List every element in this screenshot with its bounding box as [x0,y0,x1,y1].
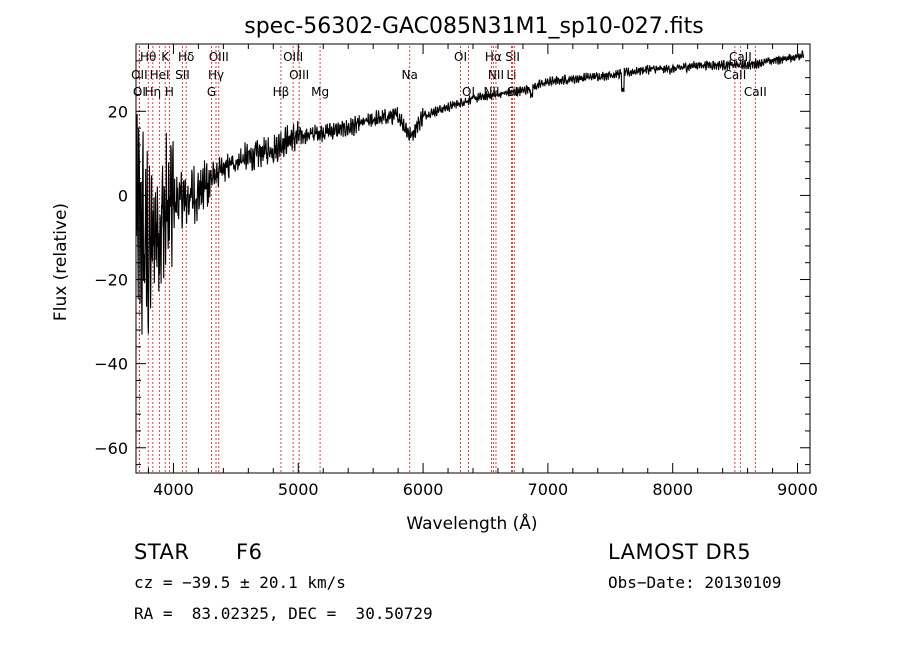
line-marker-label: NII [488,68,504,82]
line-marker-label: Hβ [273,85,290,99]
line-marker-label: SII [505,50,520,64]
line-marker-label: Hη [145,85,162,99]
x-tick-label: 7000 [528,480,569,499]
line-marker-label: OI [454,50,467,64]
line-marker-label: OI [133,85,146,99]
redshift-readout: cz = −39.5 ± 20.1 km/s [134,573,346,592]
line-marker-label: Na [402,68,418,82]
tick-label-layer: 4000 5000 6000 7000 8000 9000 −60 −40 −20 0 20 [94,102,818,499]
line-marker-label: Hδ [178,50,194,64]
x-tick-label: 6000 [403,480,444,499]
y-tick-label: −40 [94,355,128,374]
line-marker-label: G [207,85,216,99]
survey-name: LAMOST DR5 [608,540,752,564]
x-axis-label: Wavelength (Å) [406,512,537,534]
y-axis-label: Flux (relative) [51,203,71,321]
line-marker-label: Hα [485,50,502,64]
chart-title: spec-56302-GAC085N31M1_sp10-027.fits [244,14,704,39]
line-marker-label: Mg [311,85,329,99]
spectral-subclass: F6 [236,540,263,564]
line-marker-label: H [165,85,174,99]
line-marker-label: CaII [744,85,767,99]
series-line-spectrum [135,50,805,335]
line-marker-label: Hθ [140,50,156,64]
object-class: STAR [134,540,190,564]
line-marker-label: CaII [723,68,746,82]
line-marker-label: Hγ [208,68,224,82]
coordinates: RA = 83.02325, DEC = 30.50729 [134,604,433,623]
line-marker-label: OIII [283,50,303,64]
line-marker-label: K [161,50,170,64]
x-tick-label: 8000 [652,480,693,499]
plot-frame [135,43,811,474]
line-marker-label: OIII [289,68,309,82]
obs-date: Obs−Date: 20130109 [608,573,782,592]
x-tick-label: 9000 [777,480,818,499]
x-tick-label: 5000 [278,480,319,499]
axes-layer [136,43,810,473]
line-marker-label: OIII [209,50,229,64]
y-tick-label: −20 [94,271,128,290]
y-tick-label: 0 [118,186,128,205]
line-marker-label: SII [175,68,190,82]
x-tick-label: 4000 [153,480,194,499]
y-tick-label: −60 [94,439,128,458]
line-marker-label: OI [462,85,475,99]
line-marker-label: HeI [150,68,170,82]
y-tick-label: 20 [108,102,128,121]
line-marker-label: Li [506,68,516,82]
